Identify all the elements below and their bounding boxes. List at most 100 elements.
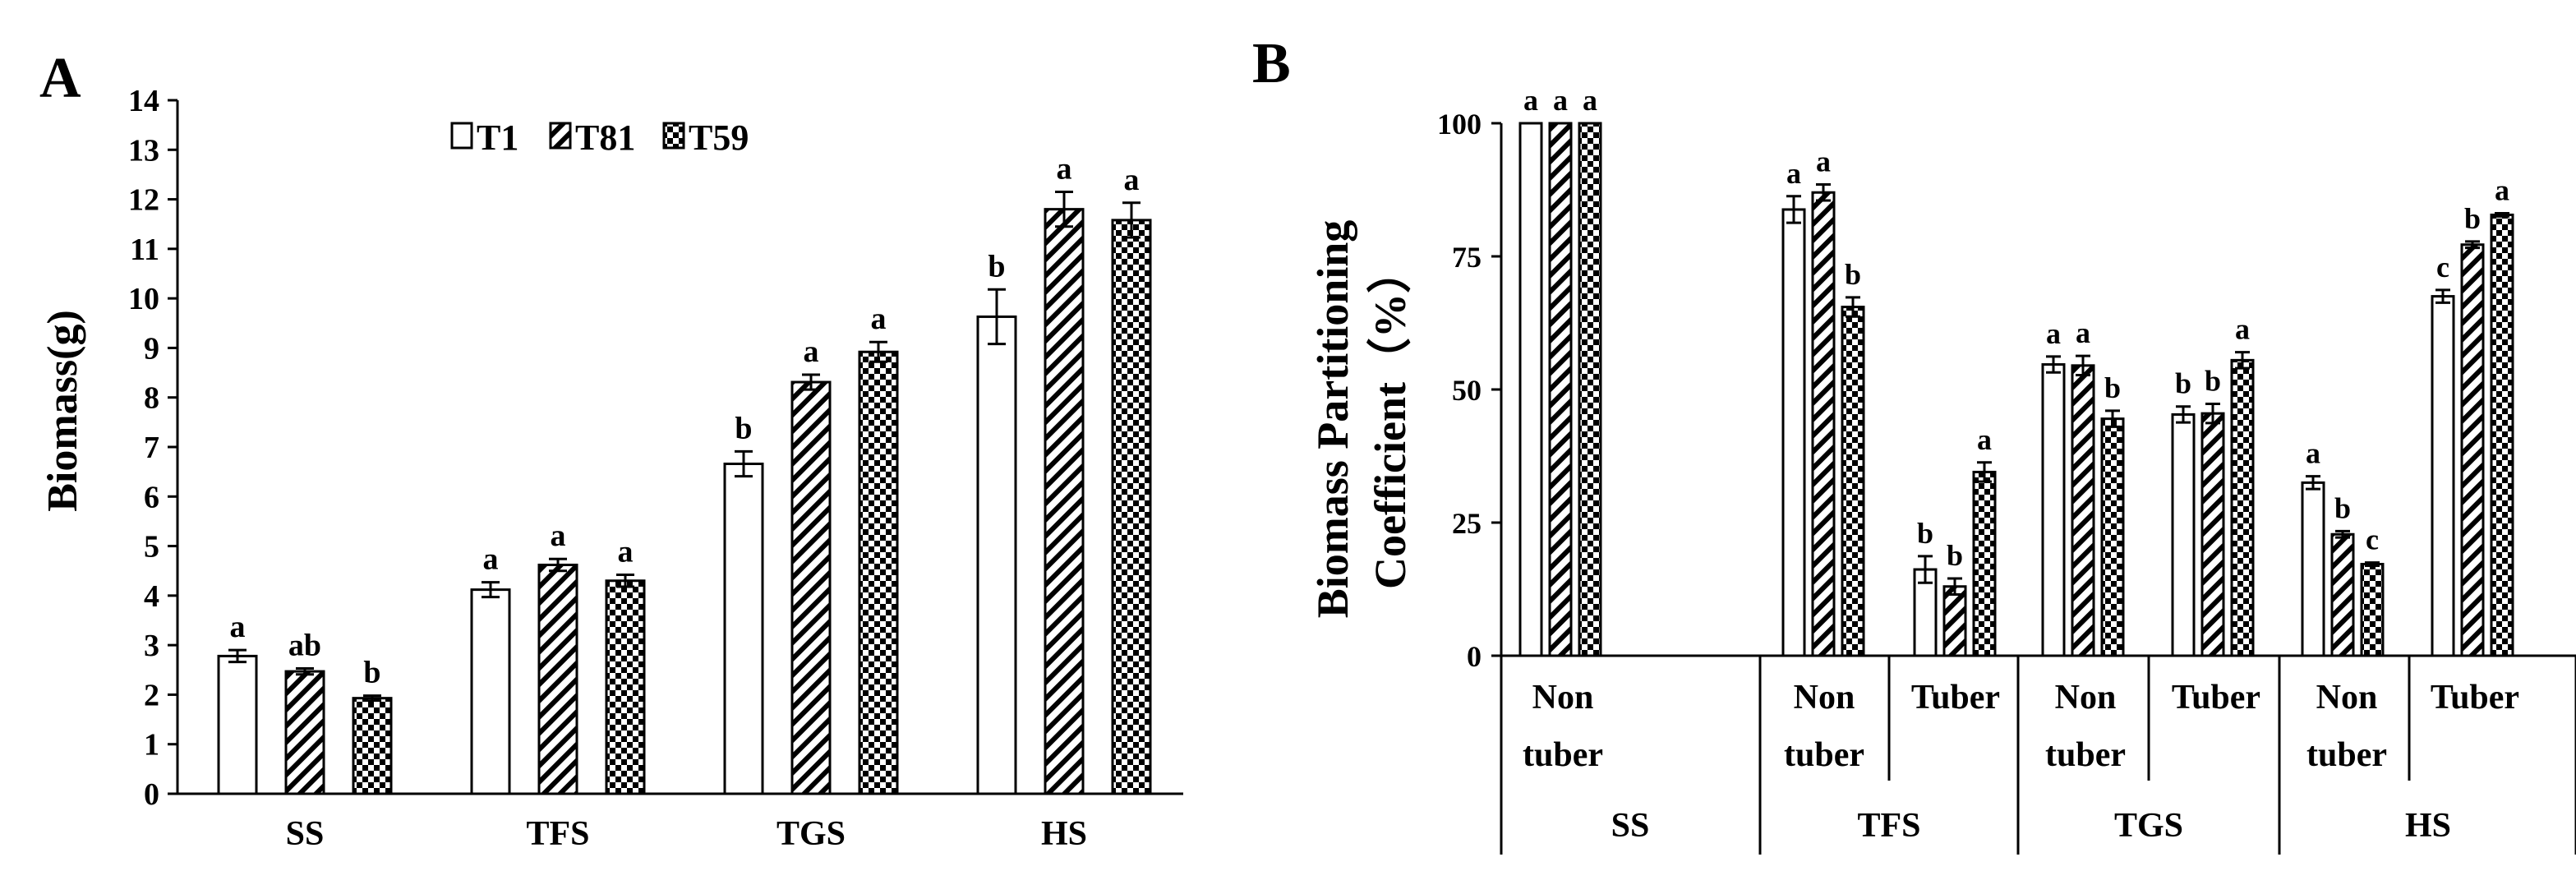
panel-a-label: A: [39, 47, 81, 110]
panel-a-significance-letter: a: [1057, 152, 1072, 187]
panel-b-significance-letter: b: [2104, 371, 2121, 404]
panel-a-significance-letter: b: [988, 249, 1005, 283]
panel-b-bar-t1: [2431, 295, 2455, 657]
panel-b-bar-t1: [2041, 363, 2066, 657]
panel-a-legend-swatch-t59: [662, 122, 685, 150]
panel-b-significance-letter: b: [1845, 258, 1861, 291]
panel-b-significance-letter: a: [2076, 316, 2090, 349]
panel-a-bar-t59: [605, 579, 646, 795]
panel-b-subcategory-label: Tuber: [2172, 679, 2260, 717]
panel-a-x-category-label: SS: [286, 815, 325, 853]
panel-b-significance-letter: a: [1553, 84, 1568, 117]
panel-b: B Biomass Partitioning Coefficient（%） 0 2…: [1252, 32, 2576, 855]
panel-a-legend-label: T59: [689, 118, 749, 158]
panel-b-bar-t1: [1781, 208, 1806, 657]
panel-b-bar-t59: [2490, 213, 2514, 657]
panel-a-y-tick-label: 11: [130, 233, 159, 267]
panel-a-legend-swatch-t81: [549, 122, 572, 150]
panel-b-significance-letter: b: [1947, 539, 1963, 572]
panel-b-bar-t59: [2230, 358, 2255, 657]
panel-b-group-label: TFS: [1857, 807, 1920, 845]
panel-b-significance-letter: a: [1786, 157, 1801, 190]
panel-b-subcategory-label: tuber: [1784, 736, 1864, 774]
panel-b-subcategory-label: Tuber: [1911, 679, 2000, 717]
panel-b-significance-letter: b: [2334, 491, 2351, 524]
panel-b-bar-t59: [2100, 417, 2125, 657]
panel-a-bar-t81: [790, 380, 832, 795]
panel-b-significance-letter: a: [1816, 145, 1831, 178]
panel-a-significance-letter: a: [483, 542, 499, 577]
panel-a-y-tick-label: 13: [128, 133, 159, 168]
panel-a-y-tick-label: 0: [144, 777, 159, 812]
panel-b-subcategory-label: tuber: [2306, 736, 2387, 774]
panel-a-significance-letter: a: [551, 518, 566, 553]
panel-b-significance-letter: a: [1583, 84, 1597, 117]
panel-b-subcategory-label: Non: [2055, 679, 2117, 717]
panel-a-y-tick-label: 6: [144, 480, 159, 514]
panel-a-y-tick-label: 10: [128, 282, 159, 316]
panel-b-group-label: HS: [2405, 807, 2451, 845]
panel-b-bar-t1: [2171, 412, 2196, 657]
panel-b-subcategory-label: Non: [1532, 679, 1594, 717]
panel-b-bar-t1: [2301, 481, 2325, 657]
panel-b-y-axis-label-line-1: Biomass Partitioning: [1308, 220, 1357, 619]
panel-a-legend-swatch-t1: [450, 122, 473, 150]
panel-b-significance-letter: c: [2366, 523, 2379, 556]
panel-b-significance-letter: c: [2436, 251, 2449, 283]
panel-a-significance-letter: a: [618, 535, 634, 569]
panel-a-bar-t1: [723, 462, 764, 795]
panel-a-bar-t59: [858, 350, 899, 795]
panel-b-subcategory-label: Non: [1794, 679, 1855, 717]
panel-a-y-tick-label: 14: [128, 84, 159, 118]
panel-a-bar-t59: [352, 697, 393, 795]
panel-a-x-category-label: TFS: [526, 815, 589, 853]
panel-b-significance-letter: a: [1523, 84, 1538, 117]
panel-b-significance-letter: a: [2235, 313, 2250, 346]
panel-b-y-tick-label: 75: [1452, 241, 1482, 274]
panel-b-significance-letter: a: [1977, 423, 1992, 456]
panel-a-legend-label: T1: [477, 118, 518, 158]
panel-b-bar-t81: [2330, 532, 2355, 657]
panel-a-bar-t59: [1111, 219, 1152, 795]
panel-b-y-tick-label: 50: [1452, 374, 1482, 407]
panel-a-bar-t1: [976, 315, 1017, 795]
panel-b-bar-t1: [1518, 122, 1543, 657]
panel-b-bar-t81: [1942, 585, 1967, 657]
panel-b-significance-letter: a: [2046, 317, 2061, 350]
panel-b-bar-t59: [1972, 470, 1997, 657]
panel-a-x-category-label: TGS: [776, 815, 846, 853]
panel-b-bar-t59: [2360, 563, 2385, 657]
panel-b-bar-t59: [1578, 122, 1602, 657]
panel-a-significance-letter: ab: [288, 628, 321, 662]
panel-b-bar-t81: [1548, 122, 1573, 657]
panel-b-significance-letter: b: [2175, 367, 2191, 400]
panel-a-y-tick-label: 3: [144, 629, 159, 663]
panel-a-bar-t1: [217, 654, 258, 795]
panel-a-y-tick-label: 1: [144, 728, 159, 763]
panel-b-significance-letter: b: [2205, 364, 2221, 397]
panel-b-bar-t59: [1841, 306, 1865, 657]
panel-a-y-tick-label: 2: [144, 678, 159, 712]
panel-b-label: B: [1252, 32, 1291, 95]
panel-a-y-tick-label: 7: [144, 431, 159, 465]
panel-a-legend-label: T81: [575, 118, 635, 158]
panel-b-y-tick-label: 0: [1467, 640, 1482, 673]
panel-a-bar-t81: [1044, 208, 1085, 795]
panel-b-bar-t81: [2460, 243, 2485, 657]
panel-a-significance-letter: a: [804, 334, 819, 369]
panel-a-significance-letter: b: [735, 411, 752, 445]
panel-b-y-axis-label-line-2: Coefficient（%）: [1366, 249, 1415, 589]
panel-b-y-tick-label: 25: [1452, 507, 1482, 540]
panel-b-subcategory-label: Tuber: [2431, 679, 2519, 717]
panel-a-y-tick-label: 8: [144, 381, 159, 416]
panel-a-y-tick-label: 5: [144, 530, 159, 565]
panel-a-significance-letter: a: [230, 610, 246, 644]
panel-b-significance-letter: a: [2495, 174, 2509, 207]
panel-a-bar-t81: [284, 670, 325, 795]
panel-a-x-category-label: HS: [1041, 815, 1087, 853]
panel-b-significance-letter: a: [2306, 437, 2320, 470]
panel-a-significance-letter: a: [871, 302, 887, 336]
panel-b-bar-t81: [2071, 364, 2095, 657]
panel-b-subcategory-label: Non: [2316, 679, 2378, 717]
